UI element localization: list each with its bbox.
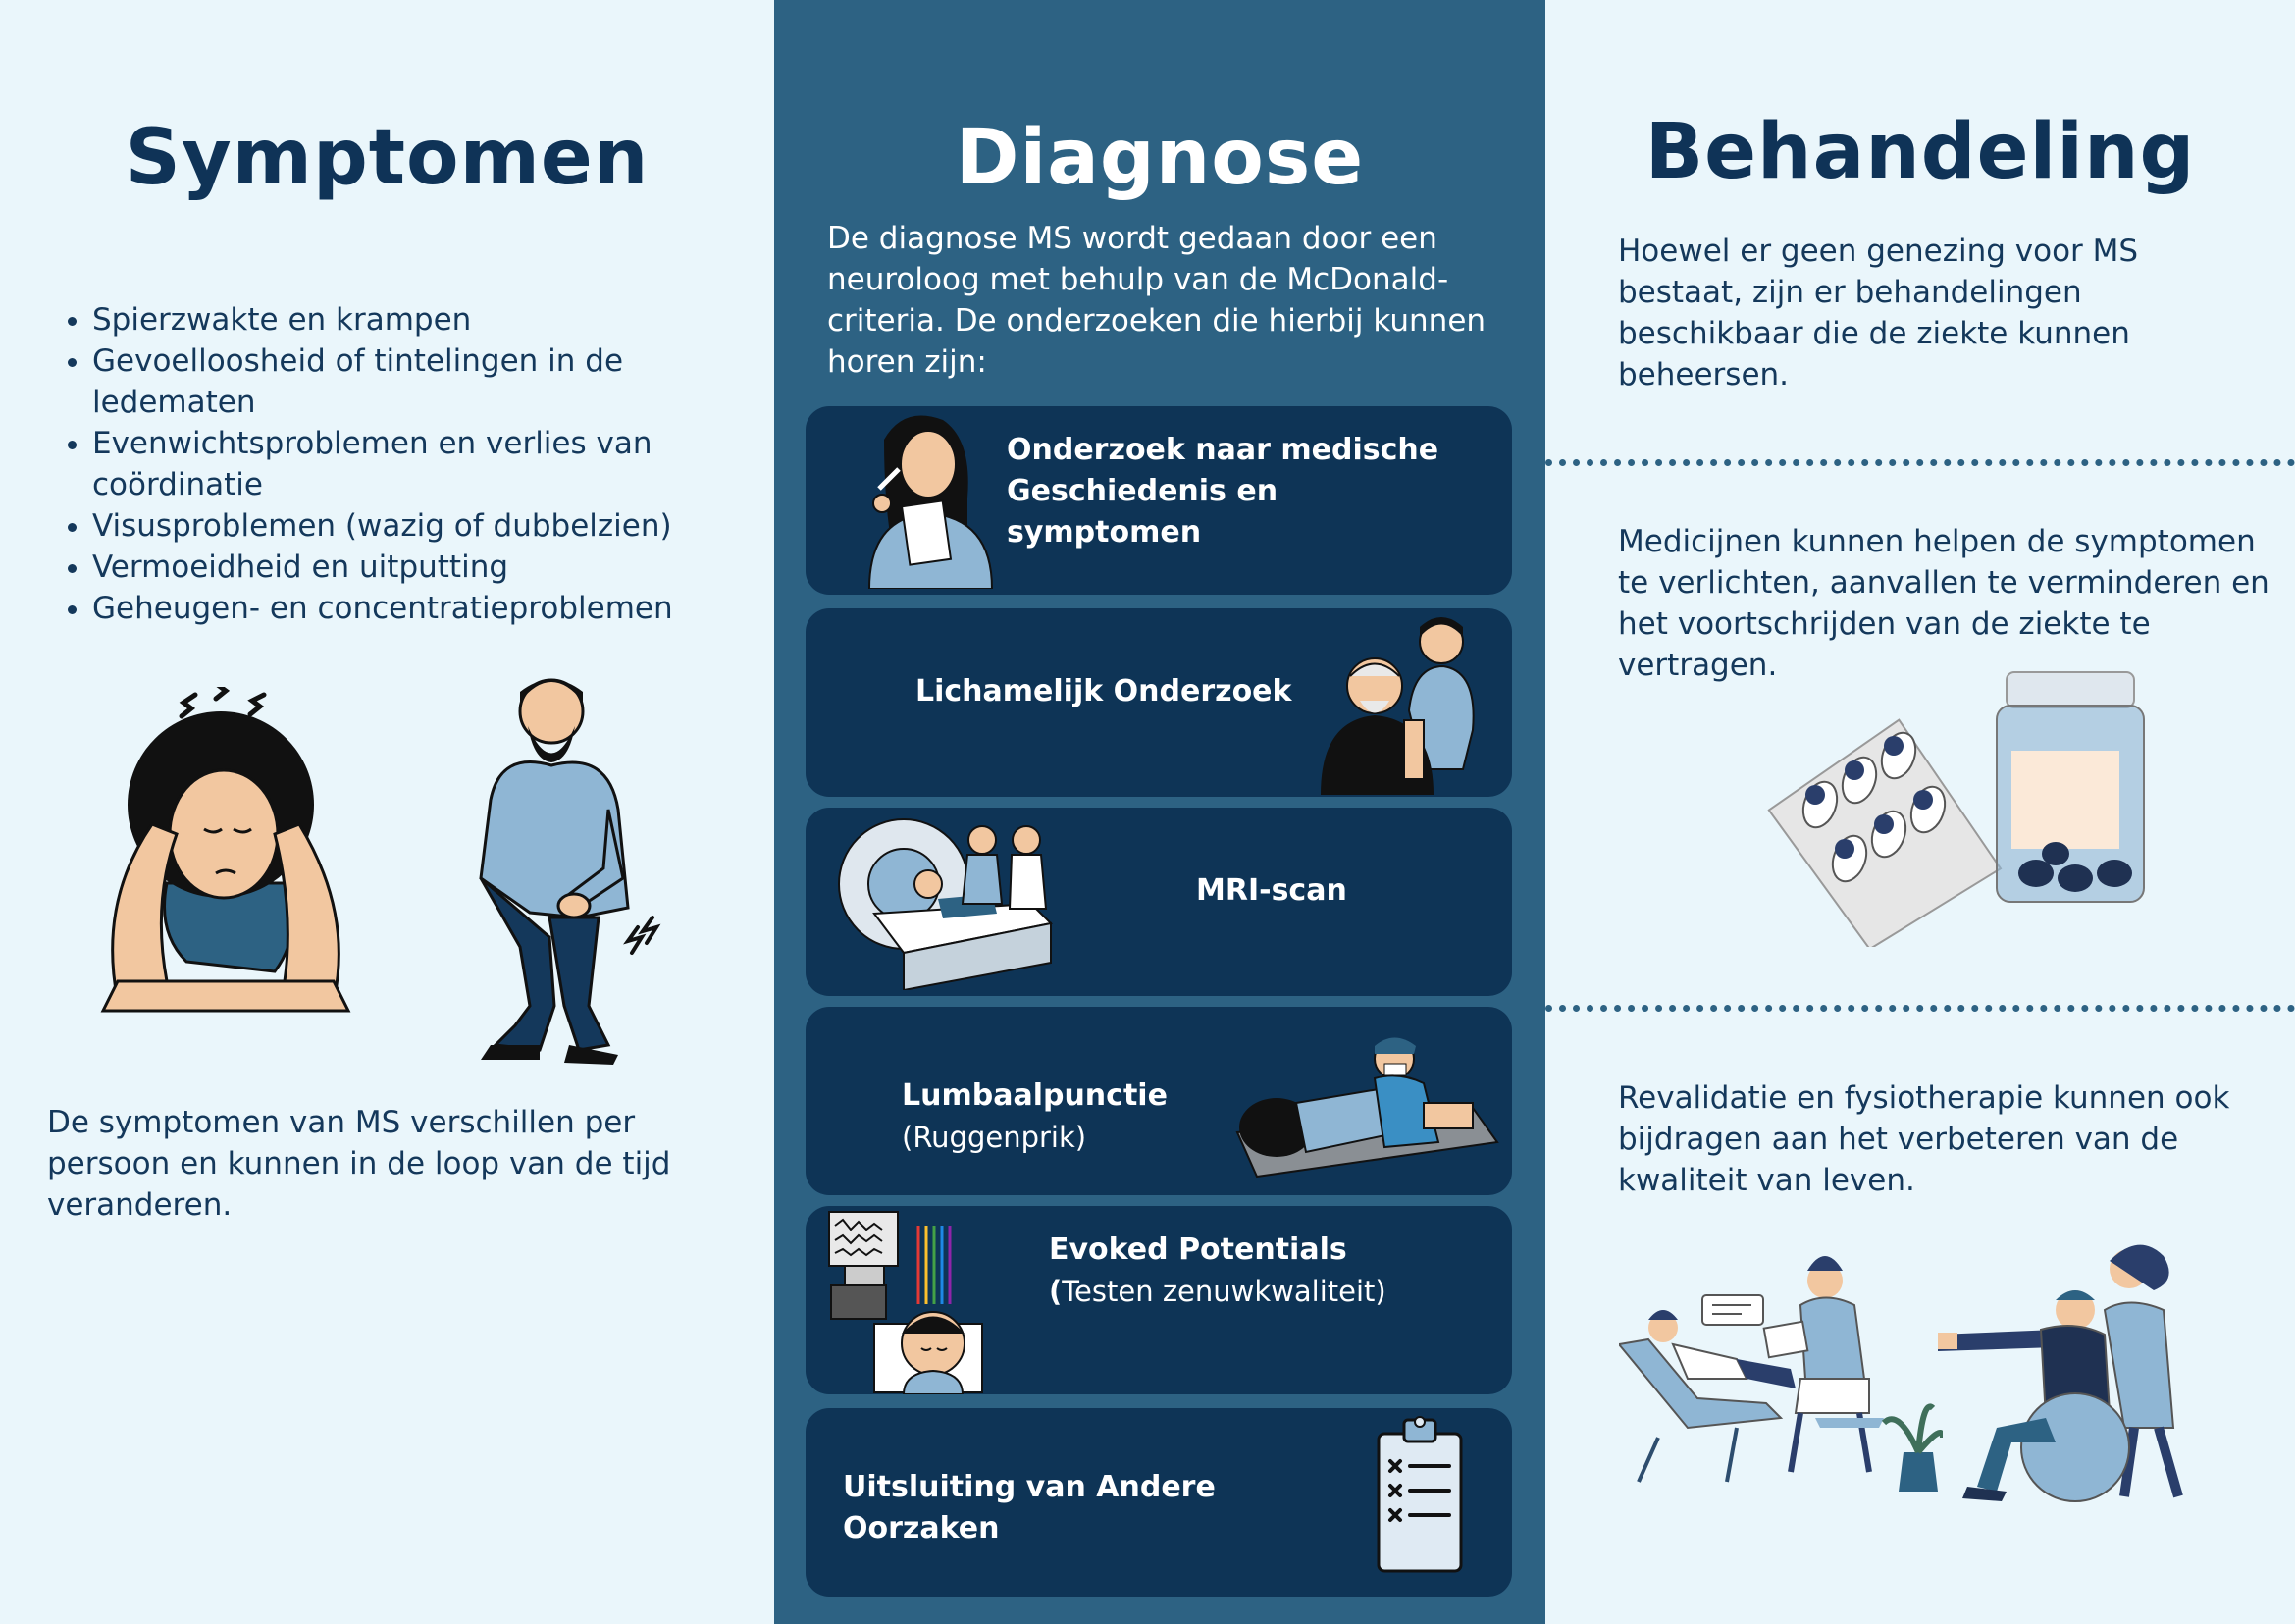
nurse-with-elderly-patient-icon — [1321, 617, 1475, 795]
card-title: Onderzoek naar medische Geschiedenis en … — [1007, 433, 1439, 550]
card-subtitle-paren: ( — [1049, 1275, 1063, 1308]
section-divider — [1545, 1005, 2295, 1012]
diagnose-column: Diagnose De diagnose MS wordt gedaan doo… — [774, 0, 1545, 1624]
mri-scanner-icon — [838, 818, 1054, 990]
section-divider — [1545, 459, 2295, 466]
behandeling-title: Behandeling — [1644, 108, 2196, 196]
woman-with-headache-icon — [100, 687, 351, 1013]
symptomen-column: Symptomen Spierzwakte en krampen Gevoell… — [0, 0, 774, 1624]
diagnose-title: Diagnose — [955, 114, 1365, 202]
card-subtitle: (Ruggenprik) — [902, 1121, 1087, 1154]
symptoms-list: Spierzwakte en krampen Gevoelloosheid of… — [49, 299, 759, 629]
card-title: Uitsluiting van Andere Oorzaken — [843, 1470, 1216, 1545]
physiotherapy-exercise-icon — [1938, 1244, 2183, 1502]
diagnose-card-medical-history: Onderzoek naar medische Geschiedenis en … — [806, 406, 1512, 595]
rehab-text: Revalidatie en fysiotherapie kunnen ook … — [1618, 1080, 2230, 1198]
medicines-text: Medicijnen kunnen helpen de symptomen te… — [1618, 524, 2269, 683]
symptomen-title: Symptomen — [125, 114, 650, 202]
diagnose-card-physical-exam: Lichamelijk Onderzoek — [806, 608, 1512, 797]
symptom-item: Gevoelloosheid of tintelingen in de lede… — [92, 341, 759, 423]
therapy-session-icon — [1619, 1256, 1943, 1492]
eeg-test-icon — [828, 1211, 983, 1394]
diagnose-card-mri: MRI-scan — [806, 808, 1512, 996]
symptom-item: Evenwichtsproblemen en verlies van coörd… — [92, 423, 759, 505]
medication-pills-icon — [1767, 671, 2145, 947]
diagnose-intro-text: De diagnose MS wordt gedaan door een neu… — [827, 221, 1487, 380]
symptom-item: Vermoeidheid en uitputting — [92, 547, 759, 588]
lumbar-puncture-icon — [1235, 1037, 1499, 1179]
man-with-knee-pain-icon — [479, 678, 661, 1065]
behandeling-intro-text: Hoewel er geen genezing voor MS bestaat,… — [1618, 234, 2139, 393]
symptom-item: Geheugen- en concentratieproblemen — [92, 588, 759, 629]
symptom-item: Visusproblemen (wazig of dubbelzien) — [92, 505, 759, 547]
card-title: Lumbaalpunctie — [902, 1078, 1168, 1113]
card-title: Evoked Potentials — [1049, 1232, 1347, 1267]
symptom-item: Spierzwakte en krampen — [92, 299, 759, 341]
card-subtitle-line: (Testen zenuwkwaliteit) — [1049, 1271, 1481, 1312]
symptomen-footer-text: De symptomen van MS verschillen per pers… — [47, 1105, 671, 1223]
card-title: Lichamelijk Onderzoek — [915, 674, 1292, 708]
checklist-clipboard-icon — [1377, 1416, 1463, 1573]
diagnose-card-exclusion: Uitsluiting van Andere Oorzaken — [806, 1408, 1512, 1597]
card-subtitle: Testen zenuwkwaliteit) — [1062, 1275, 1386, 1308]
behandeling-column: Behandeling Hoewel er geen genezing voor… — [1545, 0, 2295, 1624]
diagnose-card-evoked-potentials: Evoked Potentials (Testen zenuwkwaliteit… — [806, 1206, 1512, 1394]
woman-taking-notes-icon — [867, 415, 994, 589]
card-title: MRI-scan — [1196, 873, 1347, 908]
diagnose-card-lumbar-puncture: Lumbaalpunctie (Ruggenprik) — [806, 1007, 1512, 1195]
